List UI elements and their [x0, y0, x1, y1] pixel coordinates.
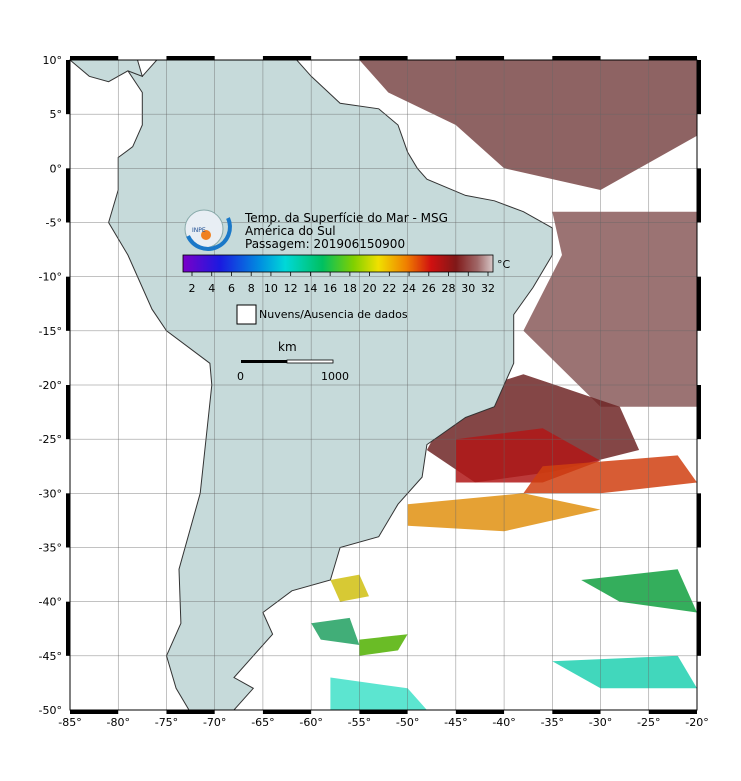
frame-band [66, 276, 70, 331]
frame-band [70, 56, 119, 60]
frame-band [66, 168, 70, 223]
lat-label: 10° [43, 54, 63, 67]
sst-patch [359, 634, 408, 656]
frame-band [66, 493, 70, 548]
frame-band [697, 601, 701, 656]
frame-band [697, 168, 701, 223]
colorbar-label: 2 [189, 282, 196, 295]
frame-band [359, 710, 408, 714]
lon-label: -80° [106, 716, 129, 729]
lat-label: -20° [39, 379, 62, 392]
subtitle-line: América do Sul [245, 224, 336, 238]
colorbar-label: 12 [284, 282, 298, 295]
colorbar-label: 8 [248, 282, 255, 295]
lon-label: -40° [492, 716, 515, 729]
pass-line: Passagem: 201906150900 [245, 237, 405, 251]
frame-band [262, 710, 312, 714]
lat-label: -5° [46, 217, 62, 230]
frame-band [697, 60, 701, 115]
lat-label: -40° [39, 596, 62, 609]
lon-label: -25° [637, 716, 660, 729]
lon-label: -75° [155, 716, 178, 729]
frame-band [66, 385, 70, 440]
lat-label: -50° [39, 704, 62, 717]
frame-band [648, 56, 697, 60]
lat-label: -30° [39, 487, 62, 500]
frame-band [359, 56, 408, 60]
frame-band [552, 710, 601, 714]
frame-band [697, 385, 701, 440]
lon-label: -35° [541, 716, 564, 729]
lon-label: -65° [251, 716, 274, 729]
lon-label: -20° [685, 716, 708, 729]
svg-text:INPE: INPE [192, 227, 206, 234]
lon-label: -45° [444, 716, 467, 729]
map-layer [70, 60, 697, 710]
colorbar-label: 26 [422, 282, 436, 295]
colorbar-label: 14 [303, 282, 317, 295]
frame-ticks [66, 56, 701, 714]
sst-patch [523, 455, 697, 494]
colorbar-unit: °C [497, 258, 511, 271]
sst-patch [552, 655, 697, 689]
scale-bar-part [286, 359, 334, 364]
scale-unit: km [278, 340, 297, 354]
legend-swatch [236, 304, 257, 325]
frame-band [262, 56, 312, 60]
lat-label: -45° [39, 650, 62, 663]
frame-band [166, 710, 215, 714]
frame-band [166, 56, 215, 60]
frame-band [455, 710, 505, 714]
lat-label: -15° [39, 325, 62, 338]
sst-patch [359, 60, 697, 190]
colorbar-label: 6 [228, 282, 235, 295]
colorbar-label: 18 [343, 282, 357, 295]
frame-band [66, 601, 70, 656]
axis-labels: 10° 5° 0° -5° -10° -15° -20° -25° -30° -35° -40° -4… [39, 54, 709, 729]
sst-patch [311, 617, 360, 645]
lat-label: -25° [39, 433, 62, 446]
lon-label: -60° [299, 716, 322, 729]
lat-label: 5° [50, 108, 63, 121]
scale-end: 1000 [321, 370, 349, 383]
frame-band [455, 56, 505, 60]
colorbar-label: 24 [402, 282, 416, 295]
sst-patch [523, 211, 697, 407]
lon-label: -50° [396, 716, 419, 729]
sst-patch [330, 677, 427, 710]
lon-label: -30° [589, 716, 612, 729]
frame-band [648, 710, 697, 714]
frame-band [697, 276, 701, 331]
lat-label: -35° [39, 542, 62, 555]
colorbar-label: 30 [461, 282, 475, 295]
logo: INPE [184, 209, 232, 251]
frame-band [552, 56, 601, 60]
title-line: Temp. da Superfície do Mar - MSG [244, 211, 448, 225]
colorbar-label: 16 [323, 282, 337, 295]
scale-bar-part [241, 360, 287, 363]
legend-label: Nuvens/Ausencia de dados [259, 308, 408, 321]
colorbar-label: 28 [442, 282, 456, 295]
colorbar-label: 20 [363, 282, 377, 295]
lon-label: -55° [348, 716, 371, 729]
land [70, 60, 144, 83]
colorbar-ticks: 2 4 6 8 10 12 14 16 18 20 22 24 26 28 30 32 [189, 272, 495, 295]
colorbar-label: 10 [264, 282, 278, 295]
frame-band [66, 60, 70, 115]
frame-band [697, 493, 701, 548]
colorbar [182, 254, 494, 273]
lon-label: -85° [58, 716, 81, 729]
lat-label: -10° [39, 271, 62, 284]
colorbar-label: 4 [208, 282, 215, 295]
lat-label: 0° [50, 162, 63, 175]
scale-start: 0 [237, 370, 244, 383]
colorbar-label: 22 [382, 282, 396, 295]
colorbar-label: 32 [481, 282, 495, 295]
lon-label: -70° [203, 716, 226, 729]
frame-band [70, 710, 119, 714]
